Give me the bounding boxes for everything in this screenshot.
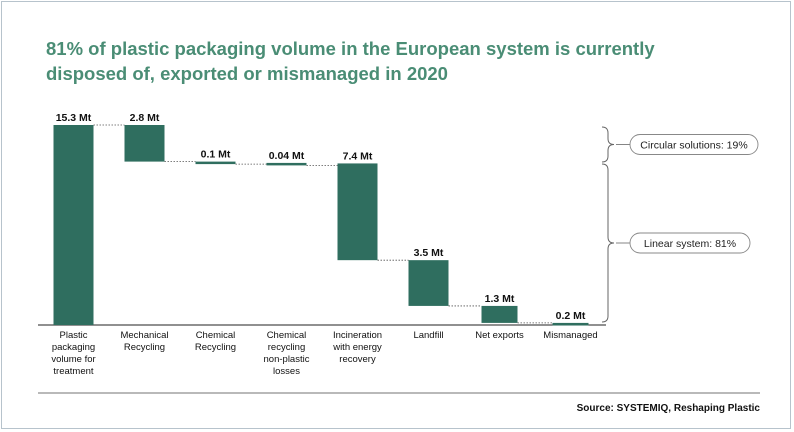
bar-5 xyxy=(337,163,378,261)
bar-7 xyxy=(481,305,518,323)
chart-title-line-1: 81% of plastic packaging volume in the E… xyxy=(46,38,655,59)
chart-title: 81% of plastic packaging volume in the E… xyxy=(46,36,686,86)
category-label-8-line-1: Mismanaged xyxy=(543,330,597,341)
category-label-3-line-1: Chemical xyxy=(196,330,236,341)
category-label-1-line-4: treatment xyxy=(53,366,93,377)
data-label-8: 0.2 Mt xyxy=(556,310,586,322)
category-label-3-line-2: Recycling xyxy=(195,342,236,353)
chart-title-line-2: disposed of, exported or mismanaged in 2… xyxy=(46,63,448,84)
category-label-5: Incineration with energy recovery xyxy=(332,330,382,365)
linear-callout-box xyxy=(629,232,751,254)
category-label-1: Plastic packaging volume for treatment xyxy=(51,330,95,377)
category-label-7: Net exports xyxy=(475,330,524,341)
data-label-6: 3.5 Mt xyxy=(414,247,444,259)
category-label-6: Landfill xyxy=(413,330,443,341)
bar-8 xyxy=(552,322,589,326)
source-note: Source: SYSTEMIQ, Reshaping Plastic xyxy=(576,403,760,414)
bar-1 xyxy=(53,125,94,325)
category-label-5-line-2: with energy xyxy=(332,342,382,353)
linear-brace xyxy=(601,163,615,323)
category-label-1-line-1: Plastic xyxy=(60,330,88,341)
circular-brace xyxy=(601,126,615,163)
category-label-4-line-3: non-plastic xyxy=(264,354,310,365)
bar-2 xyxy=(124,125,165,162)
bar-3 xyxy=(195,161,236,165)
bar-6 xyxy=(408,260,449,306)
category-label-1-line-2: packaging xyxy=(52,342,95,353)
circular-callout-label: Circular solutions: 19% xyxy=(640,140,747,152)
data-label-2: 2.8 Mt xyxy=(130,112,160,124)
category-label-4-line-2: recycling xyxy=(268,342,306,353)
data-label-7: 1.3 Mt xyxy=(485,293,515,305)
category-label-8: Mismanaged xyxy=(543,330,597,341)
category-label-4-line-4: losses xyxy=(273,366,300,377)
category-label-2: Mechanical Recycling xyxy=(120,330,168,353)
circular-callout-box xyxy=(629,134,759,155)
category-label-4: Chemical recycling non-plastic losses xyxy=(264,330,310,377)
category-label-7-line-1: Net exports xyxy=(475,330,524,341)
data-label-4: 0.04 Mt xyxy=(269,150,305,162)
category-label-6-line-1: Landfill xyxy=(413,330,443,341)
category-label-1-line-3: volume for xyxy=(51,354,95,365)
linear-callout-label: Linear system: 81% xyxy=(644,238,736,250)
category-label-3: Chemical Recycling xyxy=(195,330,236,353)
bar-4 xyxy=(266,162,307,166)
category-label-2-line-1: Mechanical xyxy=(120,330,168,341)
data-label-5: 7.4 Mt xyxy=(343,150,373,162)
category-label-5-line-3: recovery xyxy=(339,354,376,365)
category-label-2-line-2: Recycling xyxy=(124,342,165,353)
data-label-1: 15.3 Mt xyxy=(56,112,92,124)
category-label-4-line-1: Chemical xyxy=(267,330,307,341)
category-label-5-line-1: Incineration xyxy=(333,330,382,341)
data-label-3: 0.1 Mt xyxy=(201,149,231,161)
